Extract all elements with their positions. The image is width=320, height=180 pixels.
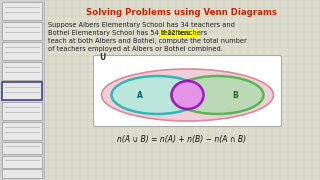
Text: U: U [99,53,105,62]
Ellipse shape [172,81,204,109]
Text: Suppose Albers Elementary School has 34 teachers and: Suppose Albers Elementary School has 34 … [48,22,235,28]
Bar [2,142,42,154]
Text: n(A ∪ B) = n(A) + n(B) − n(A ∩ B): n(A ∪ B) = n(A) + n(B) − n(A ∩ B) [117,135,247,144]
Bar [2,22,42,40]
FancyBboxPatch shape [93,55,282,127]
Ellipse shape [111,76,204,114]
Text: B: B [233,91,238,100]
Bar [160,30,200,37]
Bar [2,2,42,20]
Bar [2,156,42,168]
Bar [2,62,42,80]
Text: Solving Problems using Venn Diagrams: Solving Problems using Venn Diagrams [86,8,277,17]
Bar [2,122,42,140]
Bar [2,42,42,60]
Bar [0,0,44,180]
Bar [2,169,42,178]
Text: A: A [137,91,142,100]
Bar [2,102,42,120]
Ellipse shape [172,76,263,114]
Bar [2,82,42,100]
Text: teach at both Albers and Bothel, compute the total number: teach at both Albers and Bothel, compute… [48,38,247,44]
Ellipse shape [101,69,274,121]
Text: If 22 teachers: If 22 teachers [161,30,207,36]
Text: Bothel Elementary School has 54 teachers.: Bothel Elementary School has 54 teachers… [48,30,194,36]
Text: of teachers employed at Albers or Bothel combined.: of teachers employed at Albers or Bothel… [48,46,223,52]
